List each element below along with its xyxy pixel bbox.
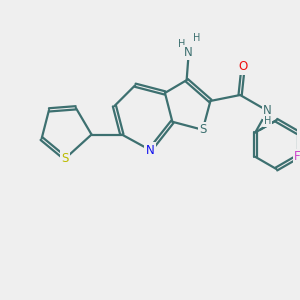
- Text: N: N: [146, 143, 154, 157]
- Text: H: H: [194, 33, 201, 43]
- Text: S: S: [199, 123, 206, 136]
- Text: N: N: [263, 104, 272, 117]
- Text: O: O: [238, 60, 248, 73]
- Text: F: F: [294, 150, 300, 163]
- Text: H: H: [264, 116, 271, 126]
- Text: H: H: [178, 39, 186, 49]
- Text: N: N: [184, 46, 193, 59]
- Text: S: S: [62, 152, 69, 165]
